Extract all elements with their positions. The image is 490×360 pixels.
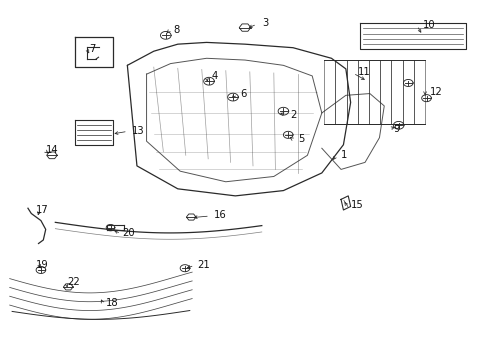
Text: 16: 16 (214, 210, 226, 220)
Text: 14: 14 (46, 145, 58, 155)
Text: 9: 9 (394, 124, 400, 134)
Text: 1: 1 (341, 150, 347, 160)
Text: 3: 3 (262, 18, 268, 28)
Text: 4: 4 (211, 71, 218, 81)
Text: 20: 20 (122, 228, 135, 238)
Text: 6: 6 (240, 89, 246, 99)
Text: 5: 5 (298, 134, 304, 144)
Text: 15: 15 (351, 200, 364, 210)
Text: 19: 19 (36, 260, 49, 270)
Text: 11: 11 (358, 67, 370, 77)
Text: 18: 18 (106, 298, 119, 309)
Text: 12: 12 (430, 87, 442, 97)
Text: 2: 2 (291, 110, 297, 120)
Text: 21: 21 (197, 260, 210, 270)
Text: 8: 8 (173, 25, 179, 35)
Text: 22: 22 (67, 277, 80, 287)
Text: 10: 10 (423, 20, 435, 30)
Text: 7: 7 (89, 45, 96, 54)
Text: 17: 17 (36, 205, 49, 215)
Text: 13: 13 (132, 126, 145, 136)
